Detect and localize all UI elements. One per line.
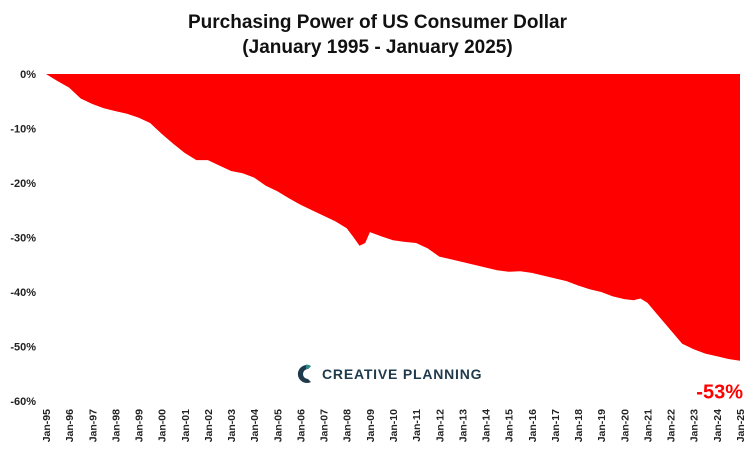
x-tick-label: Jan-20 bbox=[619, 409, 631, 442]
chart-title-line-1: Purchasing Power of US Consumer Dollar bbox=[187, 12, 568, 33]
x-tick-label: Jan-24 bbox=[712, 409, 724, 442]
x-tick-label: Jan-09 bbox=[365, 409, 377, 442]
x-tick-label: Jan-03 bbox=[226, 409, 238, 442]
y-tick-label: -40% bbox=[10, 287, 36, 299]
creative-planning-logo: CREATIVE PLANNING bbox=[296, 363, 482, 385]
y-tick-label: -30% bbox=[10, 233, 36, 245]
x-tick-label: Jan-12 bbox=[434, 409, 446, 442]
x-tick-label: Jan-14 bbox=[481, 409, 493, 442]
logo-text: CREATIVE PLANNING bbox=[322, 366, 483, 382]
x-tick-label: Jan-13 bbox=[457, 409, 469, 442]
creative-planning-logo-mark-icon bbox=[297, 364, 311, 383]
x-tick-label: Jan-01 bbox=[180, 409, 192, 442]
x-tick-label: Jan-04 bbox=[249, 409, 261, 442]
x-tick-label: Jan-00 bbox=[157, 409, 169, 442]
x-tick-label: Jan-95 bbox=[41, 409, 53, 442]
x-tick-label: Jan-19 bbox=[596, 409, 608, 442]
chart-title-line-2: (January 1995 - January 2025) bbox=[242, 37, 513, 58]
y-tick-label: -10% bbox=[10, 124, 36, 136]
x-tick-label: Jan-97 bbox=[87, 409, 99, 442]
x-tick-label: Jan-99 bbox=[134, 409, 146, 442]
y-tick-label: -60% bbox=[10, 396, 36, 408]
x-tick-label: Jan-18 bbox=[573, 409, 585, 442]
x-tick-label: Jan-98 bbox=[110, 409, 122, 442]
chart-title: Purchasing Power of US Consumer Dollar (… bbox=[0, 10, 755, 60]
x-tick-label: Jan-23 bbox=[689, 409, 701, 442]
x-tick-label: Jan-10 bbox=[388, 409, 400, 442]
x-tick-label: Jan-25 bbox=[735, 409, 747, 442]
x-tick-label: Jan-05 bbox=[272, 409, 284, 442]
x-tick-label: Jan-08 bbox=[342, 409, 354, 442]
x-tick-label: Jan-06 bbox=[295, 409, 307, 442]
x-tick-label: Jan-17 bbox=[550, 409, 562, 442]
x-tick-label: Jan-21 bbox=[642, 409, 654, 442]
x-tick-label: Jan-15 bbox=[504, 409, 516, 442]
x-tick-label: Jan-16 bbox=[527, 409, 539, 442]
area-series bbox=[46, 74, 740, 361]
end-value-annotation: -53% bbox=[696, 381, 743, 403]
x-tick-label: Jan-96 bbox=[64, 409, 76, 442]
y-tick-label: -50% bbox=[10, 342, 36, 354]
x-tick-label: Jan-07 bbox=[319, 409, 331, 442]
y-tick-label: 0% bbox=[20, 69, 36, 81]
x-tick-label: Jan-11 bbox=[411, 409, 423, 442]
x-tick-label: Jan-22 bbox=[666, 409, 678, 442]
y-tick-label: -20% bbox=[10, 178, 36, 190]
x-tick-label: Jan-02 bbox=[203, 409, 215, 442]
